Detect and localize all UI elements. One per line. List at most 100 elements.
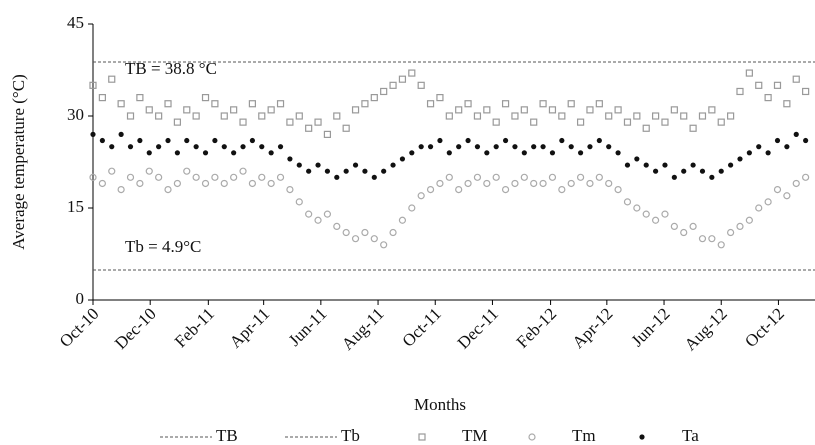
- data-point: [230, 106, 238, 114]
- data-point: [333, 112, 341, 120]
- data-point: [615, 150, 621, 156]
- y-tick-label: 30: [67, 105, 84, 124]
- data-point: [117, 100, 125, 108]
- data-point: [464, 179, 472, 188]
- data-point: [520, 106, 528, 114]
- x-tick-label: Feb-12: [513, 304, 560, 351]
- data-point: [117, 186, 125, 194]
- data-point: [633, 112, 641, 120]
- data-point: [586, 179, 594, 188]
- data-point: [98, 179, 106, 188]
- data-point: [315, 162, 321, 168]
- data-point: [389, 228, 397, 237]
- x-tick-label: Jun-12: [627, 304, 673, 350]
- data-point: [370, 235, 378, 243]
- data-point: [736, 222, 744, 230]
- legend-label: Tb: [341, 426, 360, 445]
- x-tick-label: Apr-11: [226, 304, 273, 351]
- data-point: [156, 144, 162, 150]
- data-point: [511, 179, 519, 188]
- data-point: [558, 186, 566, 194]
- data-point: [426, 100, 435, 108]
- data-point: [417, 81, 425, 89]
- data-point: [539, 100, 547, 108]
- data-point: [708, 106, 716, 114]
- data-point: [587, 144, 593, 150]
- legend-label: TM: [462, 426, 488, 445]
- data-point: [521, 150, 527, 156]
- data-point: [286, 186, 294, 194]
- data-point: [108, 167, 116, 175]
- data-point: [164, 186, 172, 194]
- data-point: [492, 173, 500, 181]
- data-point: [183, 167, 191, 175]
- data-point: [680, 112, 688, 120]
- data-point: [267, 106, 275, 114]
- data-point: [576, 173, 585, 181]
- data-point: [783, 192, 791, 200]
- data-point: [764, 198, 772, 206]
- data-point: [633, 204, 641, 212]
- data-point: [792, 75, 800, 83]
- data-point: [380, 241, 388, 249]
- data-point: [802, 87, 810, 96]
- data-point: [239, 167, 247, 175]
- y-axis-title: Average temperature (°C): [9, 74, 28, 249]
- data-point: [690, 162, 696, 168]
- data-point: [483, 106, 491, 114]
- data-point: [727, 228, 735, 237]
- data-point: [698, 112, 707, 120]
- data-point: [511, 112, 519, 120]
- data-point: [540, 144, 546, 150]
- data-point: [595, 100, 603, 108]
- data-point: [314, 118, 322, 126]
- data-point: [464, 100, 472, 108]
- data-point: [137, 137, 143, 144]
- data-point: [248, 100, 257, 108]
- data-point: [343, 168, 349, 174]
- data-point: [351, 235, 360, 243]
- data-point: [231, 150, 237, 156]
- legend-label: Tm: [572, 426, 596, 445]
- data-point: [755, 81, 763, 89]
- data-point: [436, 179, 444, 188]
- data-point: [230, 173, 238, 181]
- data-point: [323, 130, 332, 138]
- data-point: [586, 106, 594, 114]
- data-point: [530, 179, 538, 188]
- legend-marker: [528, 433, 536, 441]
- data-point: [333, 222, 341, 230]
- data-point: [184, 137, 190, 144]
- reference-label: Tb = 4.9°C: [125, 237, 201, 256]
- data-point: [567, 100, 575, 108]
- data-point: [493, 144, 499, 150]
- data-point: [136, 93, 144, 102]
- data-point: [501, 186, 510, 194]
- data-point: [361, 100, 369, 108]
- data-point: [108, 75, 116, 83]
- data-point: [390, 162, 396, 168]
- data-point: [127, 144, 134, 150]
- data-point: [737, 156, 743, 162]
- data-point: [437, 137, 443, 144]
- data-point: [118, 131, 124, 137]
- data-point: [756, 144, 762, 150]
- data-point: [670, 222, 678, 230]
- data-point: [126, 112, 135, 120]
- x-tick-label: Oct-11: [398, 304, 444, 350]
- data-point: [305, 124, 313, 132]
- data-point: [371, 174, 377, 180]
- data-point: [268, 150, 274, 156]
- data-point: [634, 156, 640, 162]
- y-tick-label: 15: [67, 197, 84, 216]
- y-tick-label: 45: [67, 13, 84, 32]
- data-point: [306, 168, 312, 174]
- data-point: [642, 210, 650, 218]
- data-point: [456, 144, 462, 150]
- legend-marker: [418, 433, 426, 441]
- data-point: [155, 173, 163, 181]
- data-point: [531, 144, 537, 150]
- data-point: [436, 93, 444, 102]
- data-point: [792, 179, 800, 188]
